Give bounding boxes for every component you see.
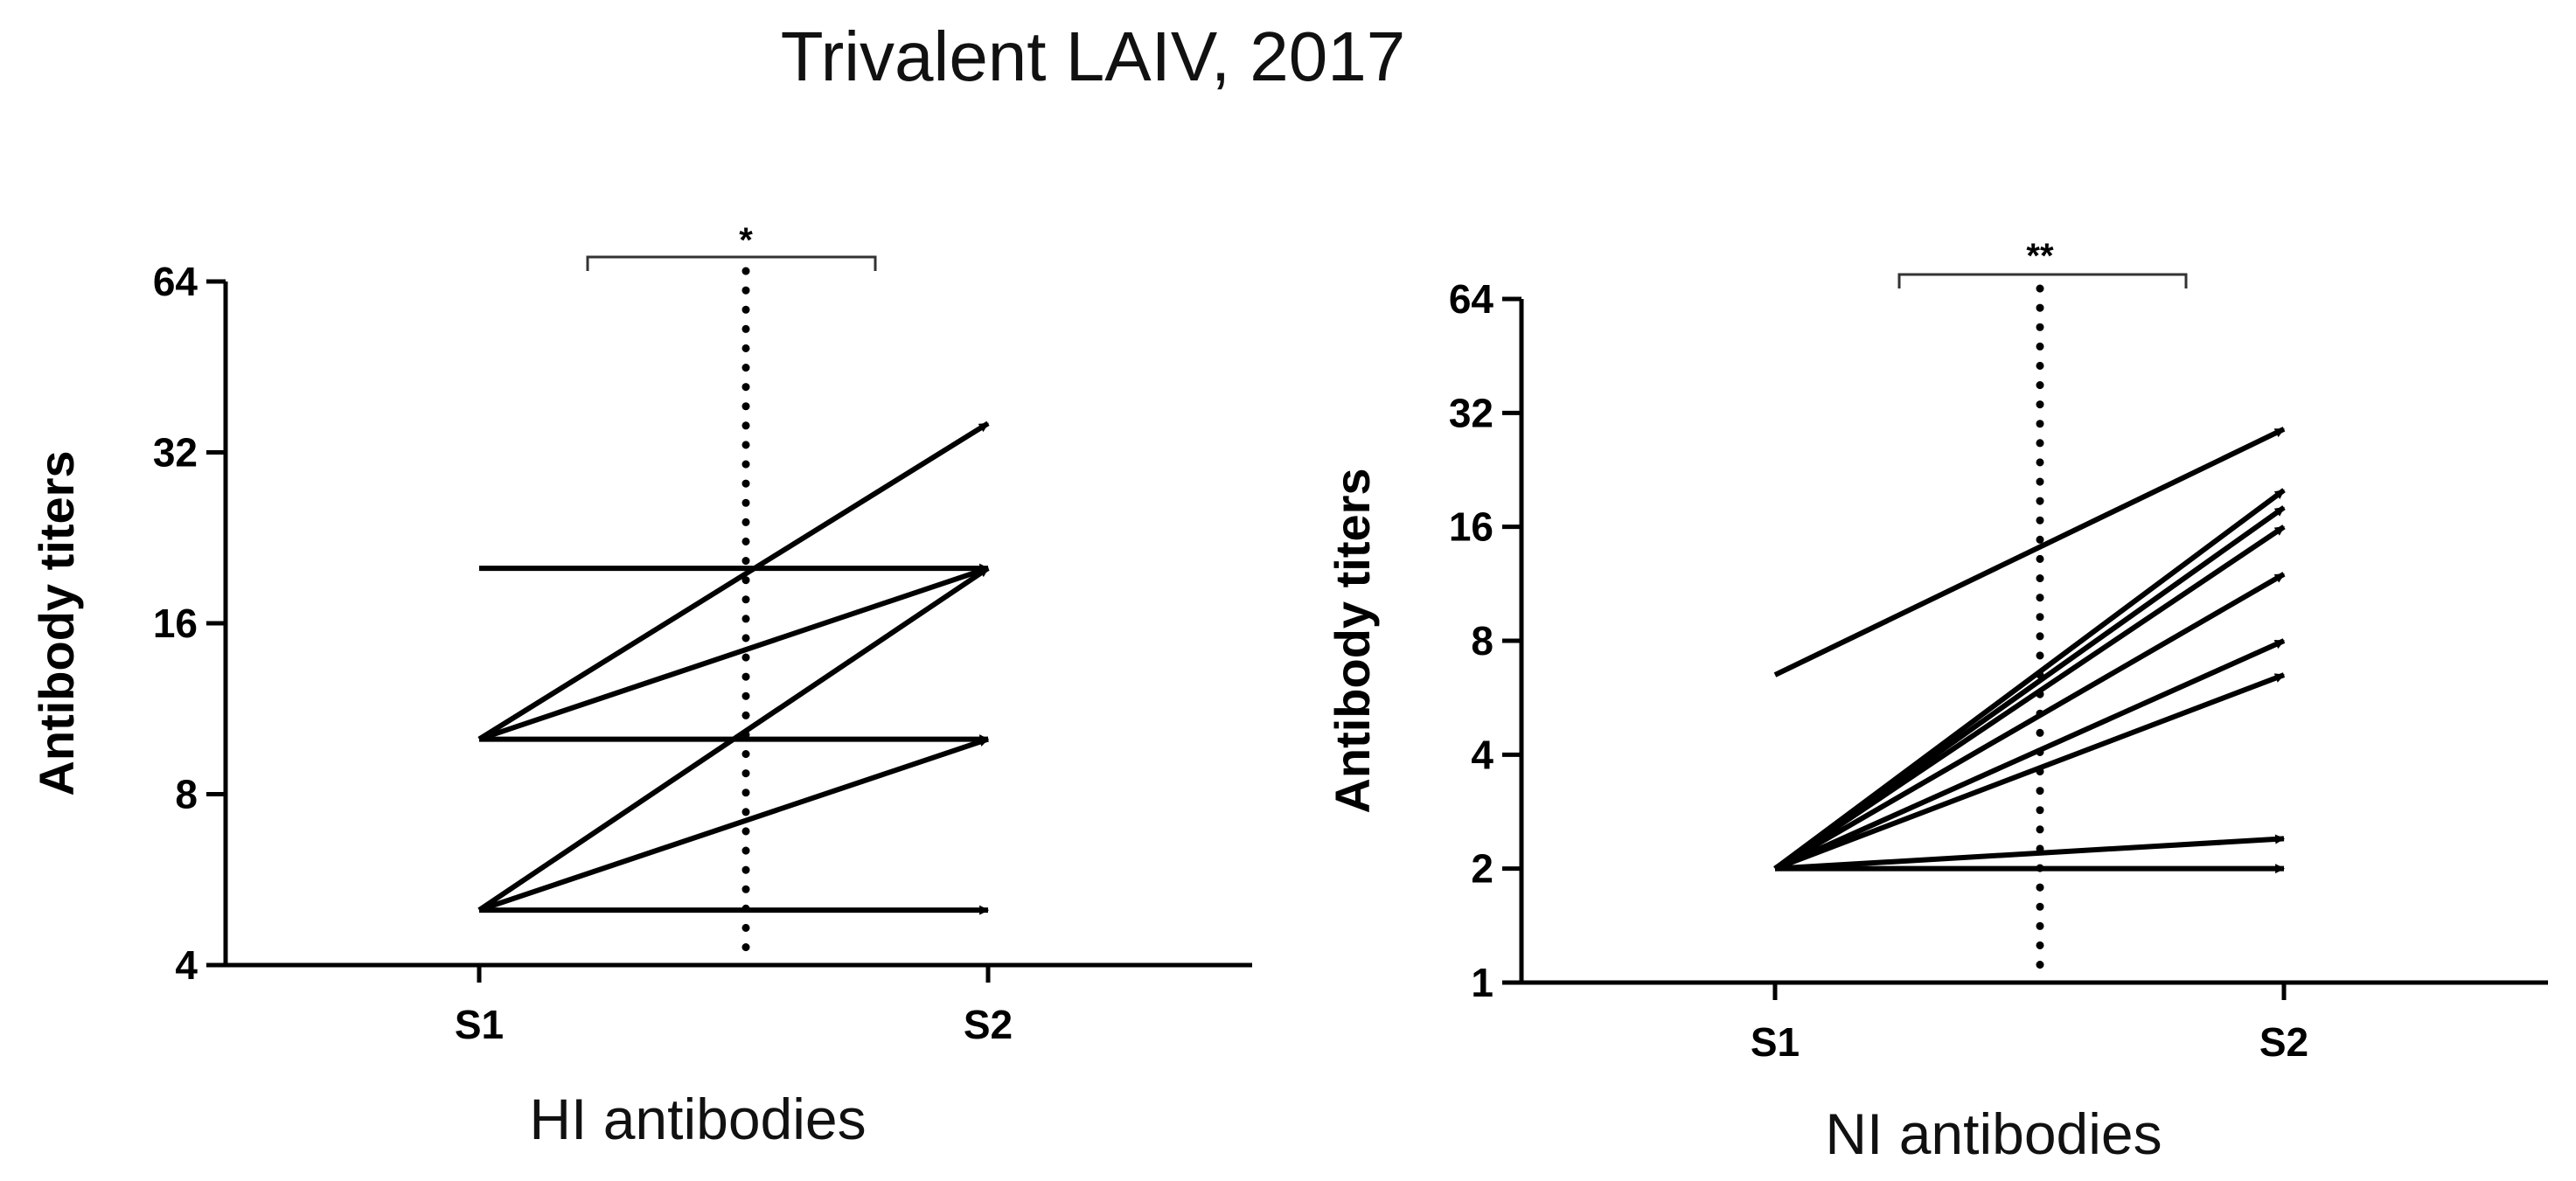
hi-y-tick-label: 4 (175, 942, 198, 988)
ni-y-tick-label: 1 (1471, 960, 1493, 1005)
ni-y-tick-label: 2 (1471, 846, 1493, 892)
ni-y-tick-label: 64 (1449, 276, 1494, 322)
hi-paired-arrow (477, 420, 990, 742)
ni-x-axis-label: NI antibodies (1825, 1101, 2162, 1166)
hi-antibodies-panel: 4 8 16 32 64 S1 S2 * Antibody titers HI antib… (29, 221, 1252, 1151)
ni-paired-arrow (1773, 525, 2286, 872)
ni-paired-arrow (1773, 638, 2286, 872)
hi-y-tick-label: 32 (153, 430, 198, 476)
ni-x-tick-label-s2: S2 (2259, 1019, 2308, 1065)
hi-x-axis-label: HI antibodies (529, 1087, 866, 1151)
hi-y-axis-label: Antibody titers (29, 450, 84, 795)
ni-paired-arrow (1773, 672, 2286, 872)
hi-significance-bracket (586, 255, 877, 271)
ni-y-tick-label: 32 (1449, 390, 1493, 435)
ni-x-tick-label-s1: S1 (1751, 1019, 1800, 1065)
ni-y-axis-label: Antibody titers (1325, 468, 1380, 813)
ni-paired-arrow (1773, 427, 2286, 677)
ni-significance-label: ** (2026, 237, 2054, 275)
ni-x-ticks: S1 S2 (1751, 983, 2308, 1065)
ni-arrows (1773, 427, 2286, 874)
ni-paired-arrow (1773, 505, 2286, 872)
hi-y-tick-label: 16 (153, 601, 198, 646)
hi-arrows (477, 420, 990, 915)
hi-y-tick-label: 8 (175, 772, 198, 817)
ni-paired-arrow (1774, 834, 2286, 872)
ni-y-tick-label: 4 (1471, 732, 1493, 777)
ni-y-tick-label: 16 (1449, 504, 1493, 550)
ni-paired-arrow (1773, 572, 2286, 872)
hi-x-ticks: S1 S2 (455, 965, 1013, 1047)
hi-paired-arrow (478, 736, 990, 913)
hi-y-ticks: 4 8 16 32 64 (153, 259, 226, 988)
hi-x-tick-label-s2: S2 (964, 1002, 1013, 1047)
hi-significance-label: * (739, 221, 753, 260)
ni-significance-bracket (1897, 273, 2188, 288)
ni-antibodies-panel: 1 2 4 8 16 32 64 S1 S2 ** Antibody titers NI an… (1325, 237, 2548, 1166)
hi-y-tick-label: 64 (153, 259, 198, 304)
ni-y-tick-label: 8 (1471, 618, 1493, 663)
hi-x-tick-label-s1: S1 (455, 1002, 504, 1047)
hi-paired-arrow (477, 566, 990, 913)
figure-title: Trivalent LAIV, 2017 (781, 17, 1406, 95)
hi-paired-arrow (478, 566, 990, 742)
ni-y-ticks: 1 2 4 8 16 32 64 (1449, 276, 1521, 1005)
